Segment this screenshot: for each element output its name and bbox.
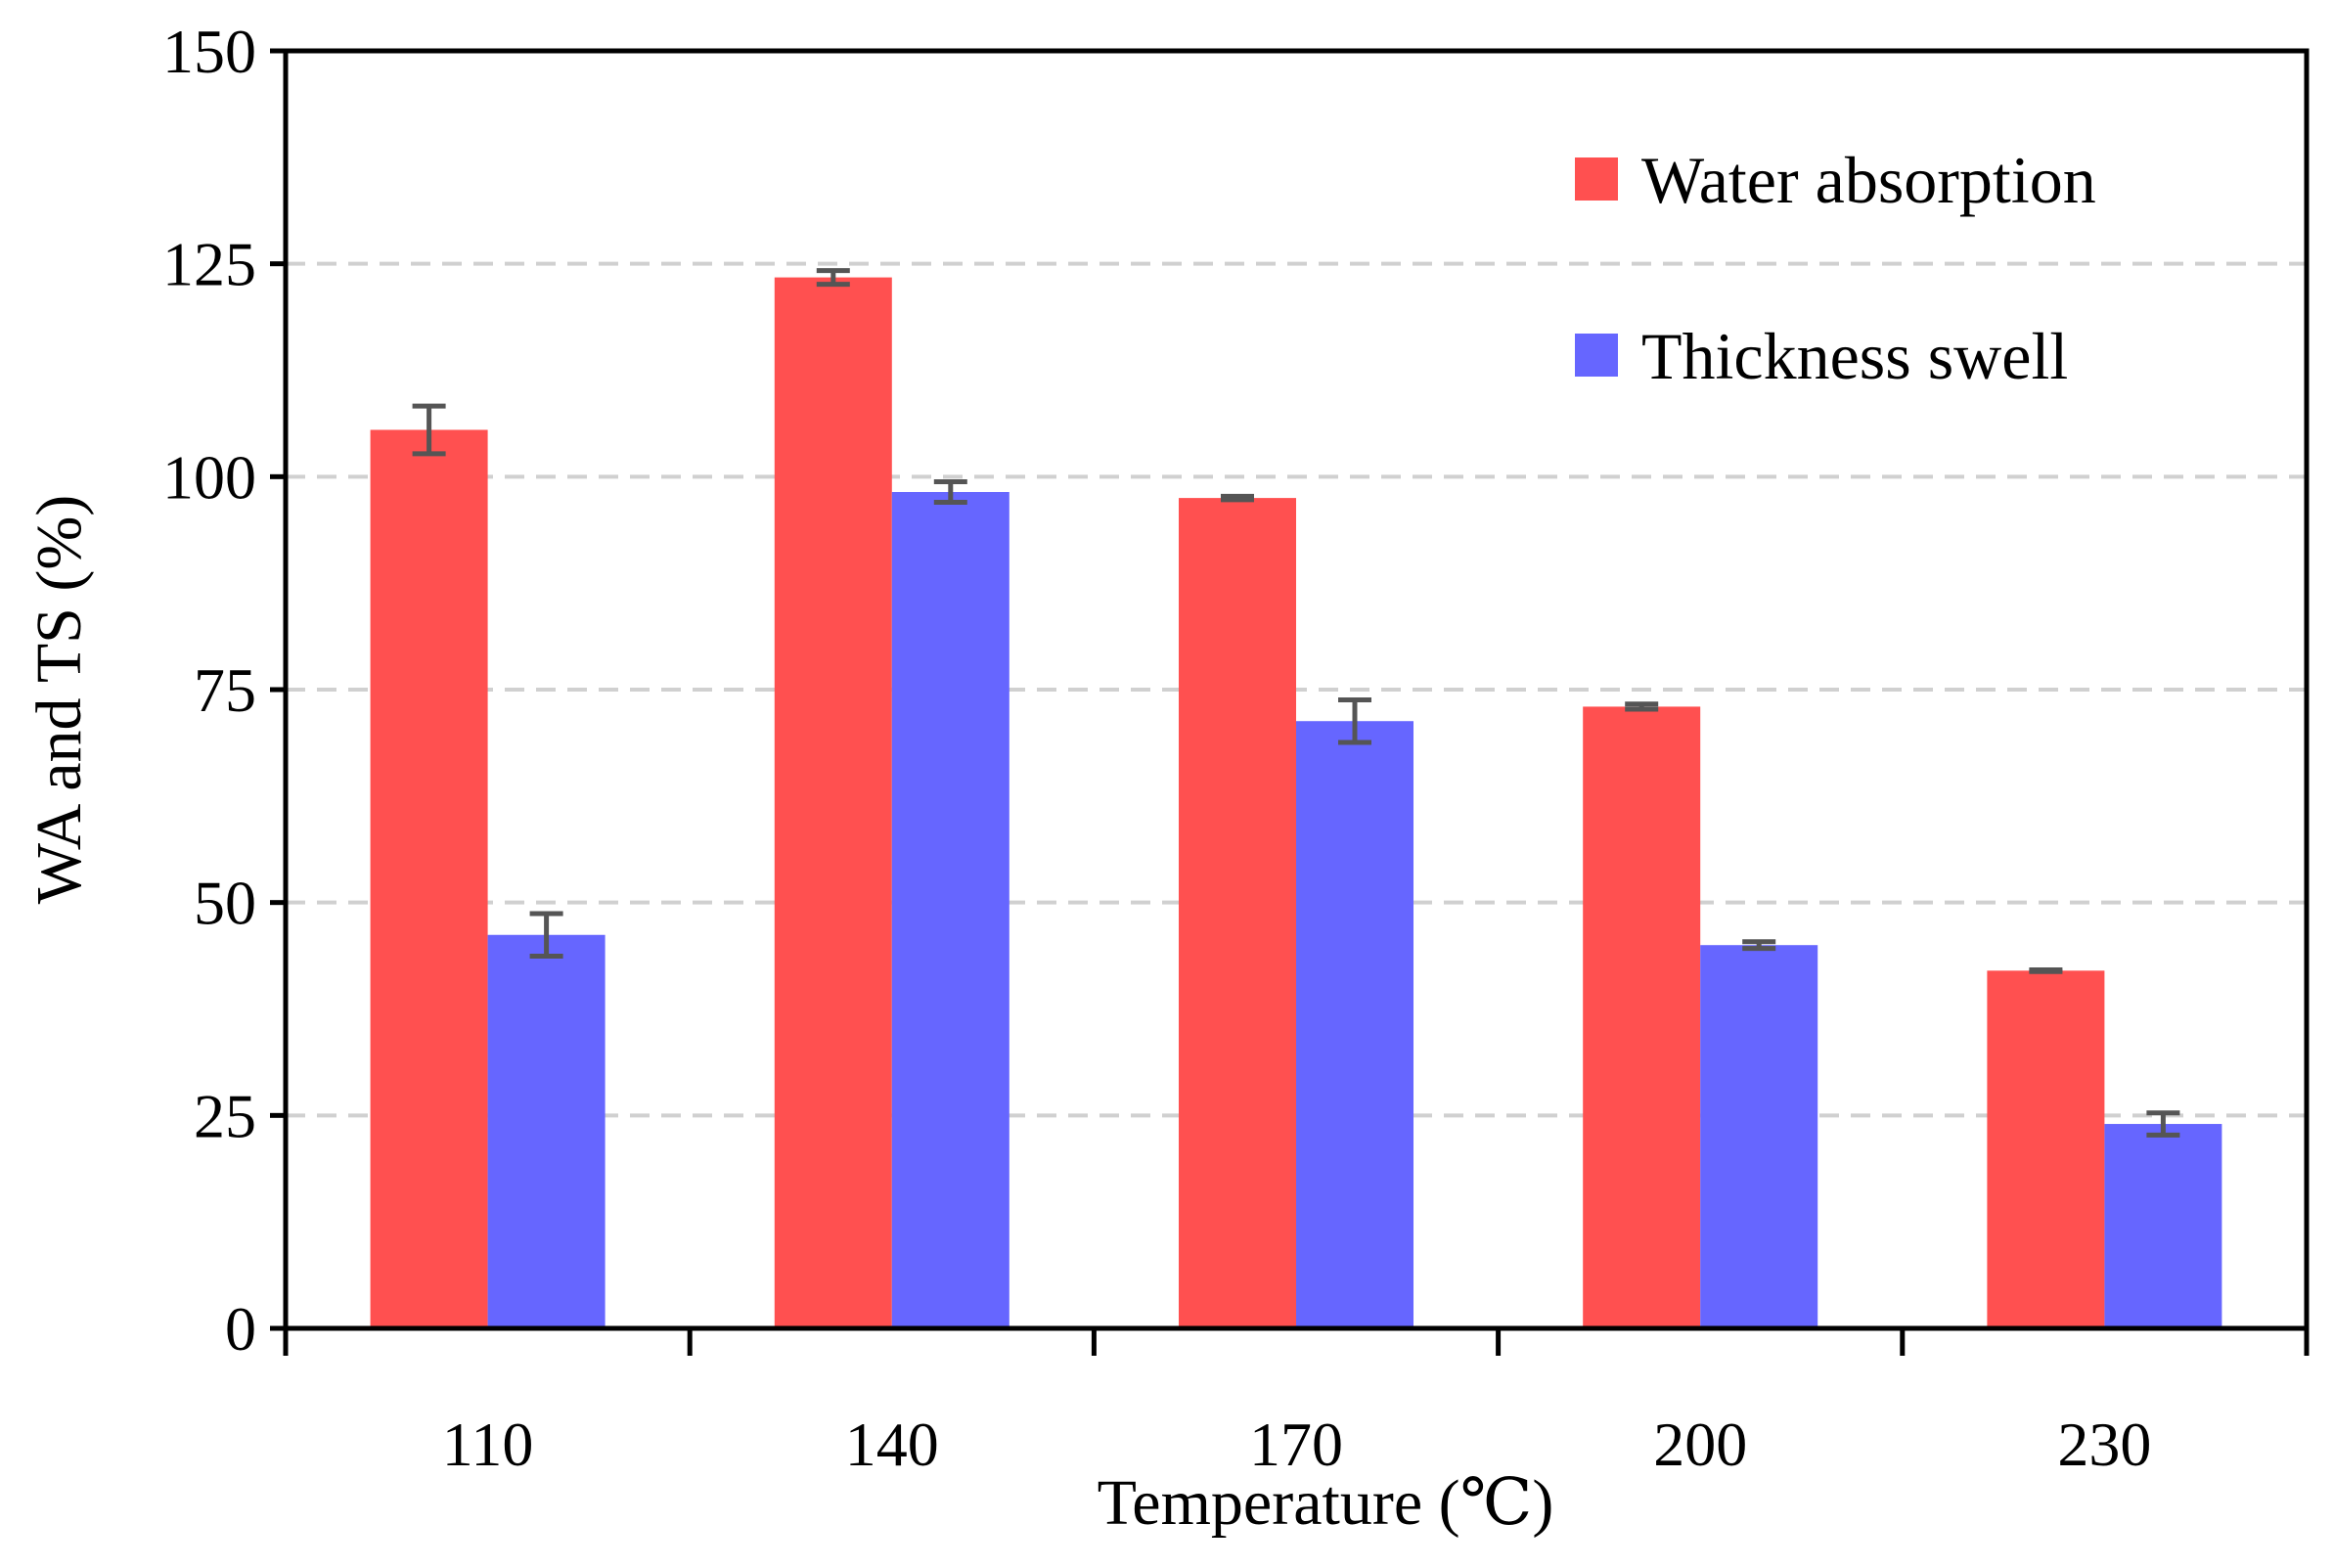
error-bar: [816, 268, 850, 288]
error-bar: [1625, 701, 1659, 712]
y-axis-ticks: 0 25 50 75 100 125 150: [162, 17, 286, 1364]
x-axis-title: Temperature (℃): [1098, 1467, 1554, 1539]
error-bar: [2146, 1110, 2180, 1138]
error-bar: [2029, 966, 2063, 974]
bar-water-absorption-140: [774, 277, 892, 1329]
legend-swatch-thickness-swell: [1575, 334, 1618, 377]
bar-thickness-swell-140: [891, 492, 1009, 1328]
bar-thickness-swell-170: [1296, 721, 1413, 1328]
y-tick-label: 50: [194, 869, 256, 938]
y-tick-label: 25: [194, 1081, 256, 1150]
y-axis-title: WA and TS (%): [23, 495, 95, 905]
y-tick-label: 75: [194, 655, 256, 725]
y-tick-label: 125: [162, 230, 256, 299]
x-tick-label: 170: [1249, 1410, 1343, 1479]
error-bar: [1221, 493, 1254, 503]
error-bar: [412, 403, 446, 457]
bars: [370, 277, 2222, 1329]
error-bar: [1338, 696, 1371, 745]
x-tick-label: 110: [442, 1410, 534, 1479]
bar-thickness-swell-110: [487, 934, 606, 1328]
legend-swatch-water-absorption: [1575, 157, 1618, 201]
bar-thickness-swell-230: [2104, 1124, 2222, 1328]
legend-label-thickness-swell: Thickness swell: [1641, 319, 2068, 393]
error-bar: [529, 911, 563, 960]
x-tick-label: 140: [845, 1410, 939, 1479]
bar-water-absorption-230: [1987, 970, 2105, 1328]
y-tick-label: 150: [162, 17, 256, 86]
legend: Water absorption Thickness swell: [1575, 143, 2096, 393]
x-axis-ticks: 110 140 170 200 230: [283, 1328, 2310, 1479]
y-tick-label: 0: [225, 1294, 256, 1364]
bar-water-absorption-170: [1179, 498, 1296, 1329]
y-tick-label: 100: [162, 442, 256, 512]
error-bar: [933, 479, 967, 505]
bar-water-absorption-110: [370, 429, 488, 1328]
bar-water-absorption-200: [1583, 706, 1701, 1328]
bar-thickness-swell-200: [1700, 945, 1818, 1328]
error-bars: [412, 268, 2180, 1138]
legend-label-water-absorption: Water absorption: [1641, 143, 2096, 217]
x-tick-label: 230: [2057, 1410, 2151, 1479]
x-tick-label: 200: [1653, 1410, 1747, 1479]
error-bar: [1742, 939, 1776, 952]
